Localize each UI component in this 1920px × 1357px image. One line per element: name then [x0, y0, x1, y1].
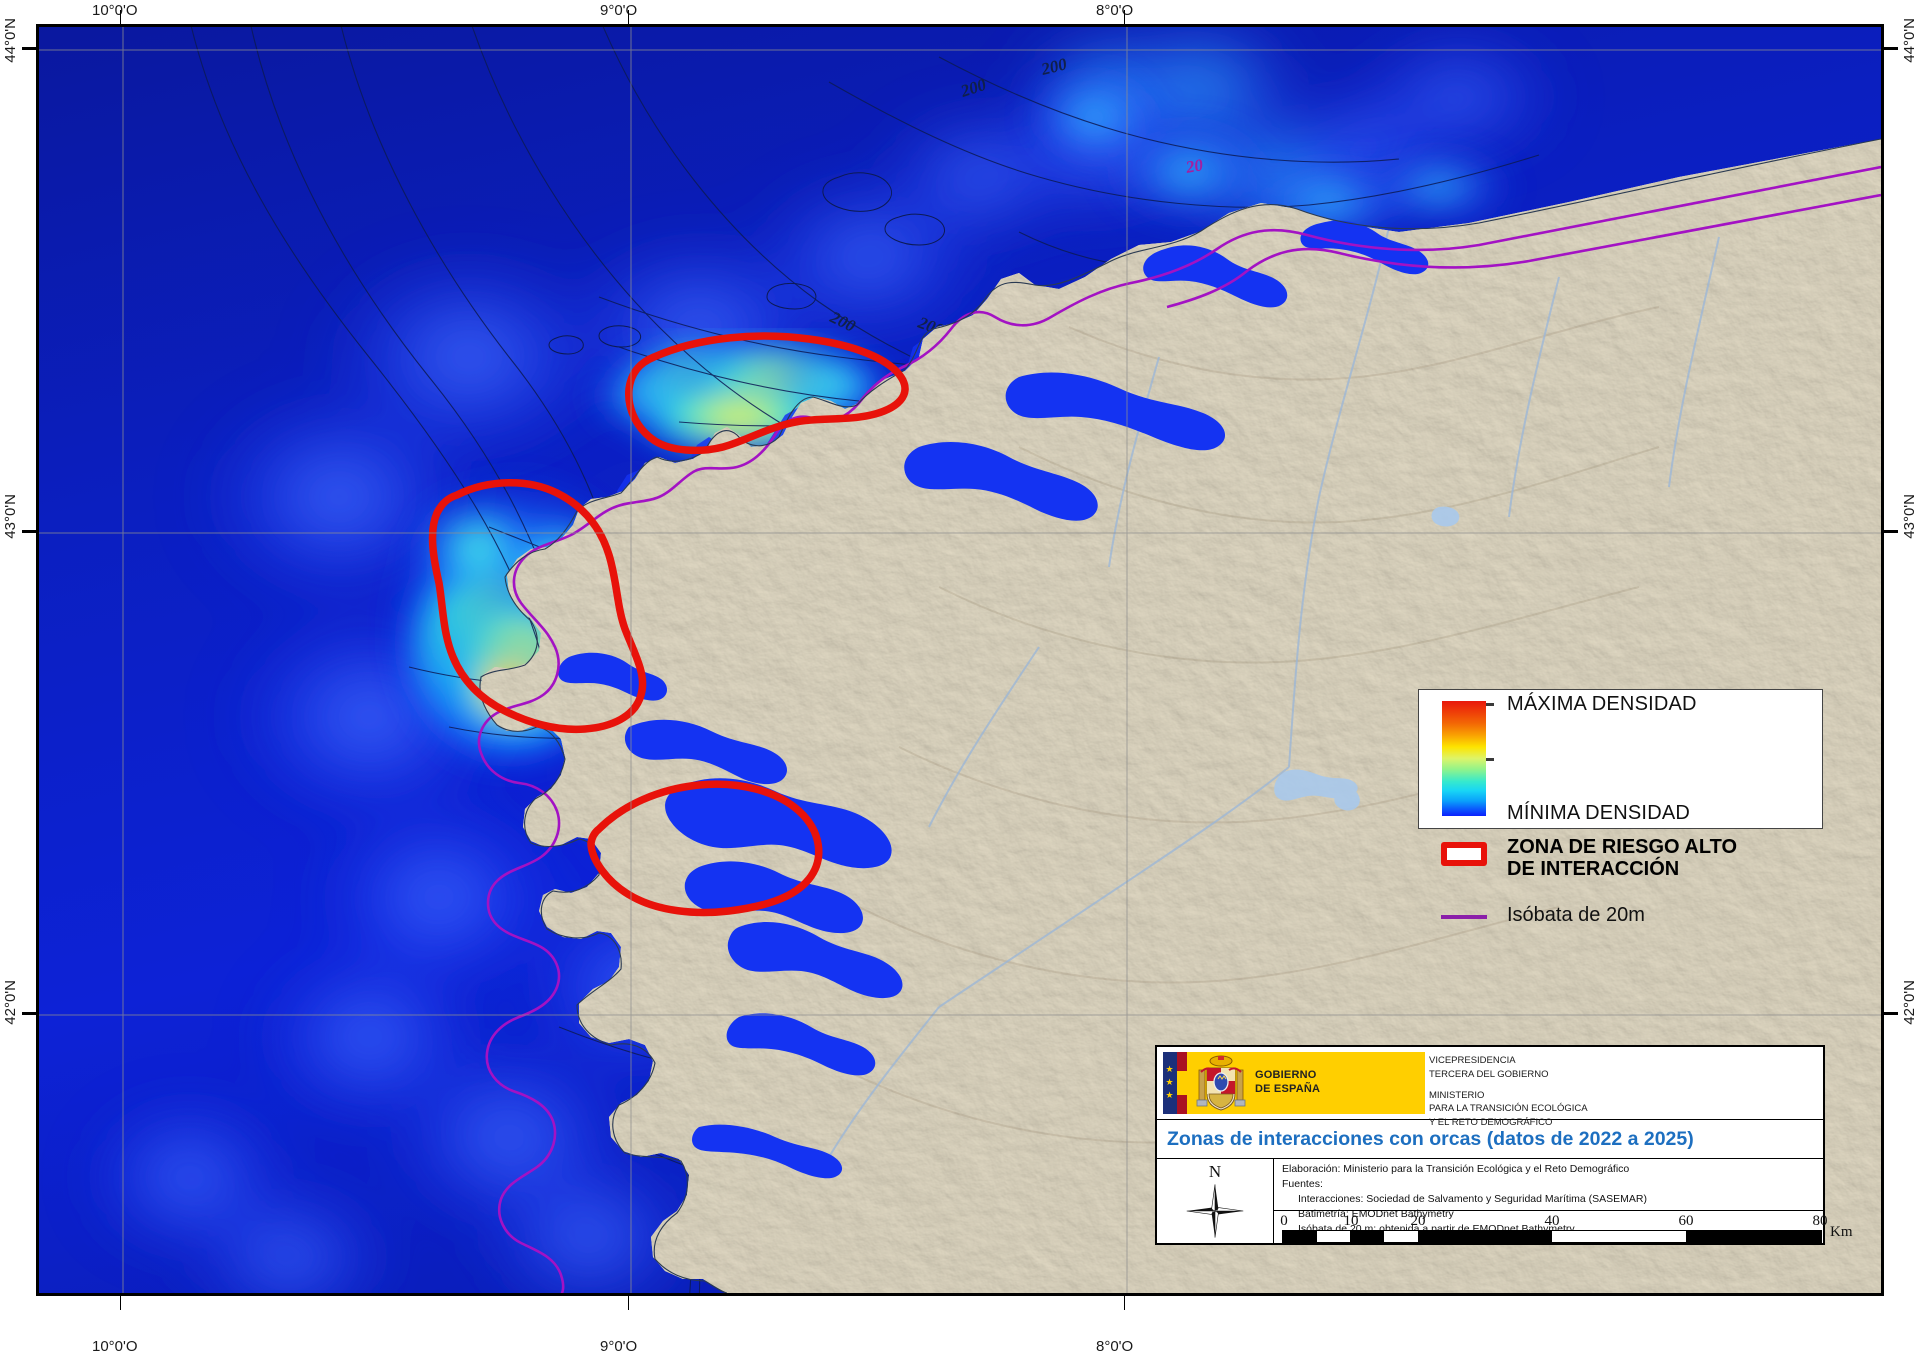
- lon-label-bottom-9: 9°0'O: [600, 1338, 638, 1355]
- scalebar-graphic: [1282, 1230, 1822, 1243]
- scale-tick-10: 10: [1343, 1213, 1359, 1229]
- legend-isobath-label: Isóbata de 20m: [1507, 904, 1645, 926]
- sources-line1: Elaboración: Ministerio para la Transici…: [1282, 1163, 1630, 1175]
- lat-label-left-44: 44°0'N: [2, 18, 19, 63]
- lat-label-left-42: 42°0'N: [2, 980, 19, 1025]
- scale-tick-60: 60: [1678, 1213, 1694, 1229]
- lat-label-right-44: 44°0'N: [1901, 18, 1918, 63]
- tick-left-42: [22, 1012, 36, 1015]
- risk-zone-swatch: [1441, 842, 1487, 866]
- inland-lakes: [1274, 506, 1460, 811]
- tick-right-43: [1884, 530, 1898, 533]
- tick-right-44: [1884, 47, 1898, 50]
- tick-left-44: [22, 47, 36, 50]
- tick-top-10: [120, 10, 121, 24]
- metadata-cell: Elaboración: Ministerio para la Transici…: [1274, 1159, 1853, 1245]
- map-viewport[interactable]: 200 200 200 200 20: [36, 24, 1884, 1296]
- graticule-lines: [39, 27, 1881, 1293]
- rivers: [828, 226, 1720, 1158]
- tick-bottom-9: [628, 1296, 629, 1310]
- lon-label-top-9: 9°0'O: [600, 2, 638, 19]
- ministry-line5: Y EL RETO DEMOGRÁFICO: [1429, 1117, 1553, 1129]
- lon-label-top-8: 8°0'O: [1096, 2, 1134, 19]
- scale-tick-20: 20: [1410, 1213, 1426, 1229]
- svg-text:20: 20: [1183, 155, 1205, 177]
- tick-bottom-10: [120, 1296, 121, 1310]
- bottom-row: N: [1157, 1159, 1853, 1245]
- legend-risk-line2: DE INTERACCIÓN: [1507, 858, 1680, 881]
- tick-right-42: [1884, 1012, 1898, 1015]
- compass-cell: N: [1157, 1159, 1274, 1245]
- density-color-ramp: [1442, 701, 1486, 816]
- legend-risk-label: ZONA DE RIESGO ALTO DE INTERACCIÓN: [1507, 836, 1737, 881]
- isobath-20m: [477, 165, 1881, 1293]
- density-legend: MÁXIMA DENSIDAD MÍNIMA DENSIDAD ZONA DE …: [1418, 689, 1823, 926]
- legend-risk-line1: ZONA DE RIESGO ALTO: [1507, 836, 1738, 858]
- ramp-tick-mid: [1486, 758, 1494, 761]
- lon-label-bottom-8: 8°0'O: [1096, 1338, 1134, 1355]
- scale-tick-0: 0: [1280, 1213, 1288, 1229]
- ministry-line1: VICEPRESIDENCIA: [1429, 1055, 1516, 1066]
- legend-max-label: MÁXIMA DENSIDAD: [1507, 693, 1697, 715]
- tick-top-8: [1124, 10, 1125, 24]
- legend-min-label: MÍNIMA DENSIDAD: [1507, 802, 1691, 824]
- scalebar: 0 10 20 40 60 80 Km: [1274, 1210, 1853, 1243]
- tick-bottom-8: [1124, 1296, 1125, 1310]
- ministry-line3: MINISTERIO: [1429, 1089, 1485, 1101]
- scale-tick-40: 40: [1544, 1213, 1560, 1229]
- scale-tick-80: 80: [1812, 1213, 1828, 1229]
- lon-label-top-10: 10°0'O: [92, 2, 138, 19]
- government-crest: ★ ★ ★: [1163, 1052, 1425, 1114]
- title-row: Zonas de interacciones con orcas (datos …: [1157, 1120, 1823, 1159]
- crest-row: ★ ★ ★: [1157, 1047, 1823, 1128]
- gobierno-line2: DE ESPAÑA: [1255, 1083, 1321, 1095]
- sources-line3: Interacciones: Sociedad de Salvamento y …: [1298, 1192, 1647, 1205]
- lat-label-left-43: 43°0'N: [2, 494, 19, 539]
- sources-line2: Fuentes:: [1282, 1177, 1323, 1190]
- coat-of-arms-icon: [1193, 1054, 1249, 1112]
- high-risk-zones: [428, 332, 909, 917]
- ministry-line4: PARA LA TRANSICIÓN ECOLÓGICA: [1429, 1103, 1588, 1115]
- spain-flag-bar: ★ ★ ★: [1163, 1052, 1187, 1114]
- ministry-text: VICEPRESIDENCIA TERCERA DEL GOBIERNO MIN…: [1429, 1054, 1679, 1130]
- gobierno-line1: GOBIERNO: [1255, 1069, 1317, 1082]
- gobierno-text: GOBIERNO DE ESPAÑA: [1255, 1069, 1320, 1097]
- info-panel: ★ ★ ★: [1155, 1045, 1853, 1245]
- lat-label-right-42: 42°0'N: [1901, 980, 1918, 1025]
- scalebar-unit: Km: [1830, 1224, 1853, 1240]
- north-arrow-icon: [1182, 1181, 1248, 1246]
- coastline: [479, 138, 1881, 1293]
- tick-left-43: [22, 530, 36, 533]
- map-title: Zonas de interacciones con orcas (datos …: [1167, 1127, 1694, 1150]
- lat-label-right-43: 43°0'N: [1901, 494, 1918, 539]
- ramp-tick-max: [1486, 703, 1494, 706]
- north-letter: N: [1208, 1162, 1222, 1181]
- isobath-swatch: [1441, 915, 1487, 919]
- map-graphic: 200 200 200 200 20: [39, 27, 1881, 1293]
- tick-top-9: [628, 10, 629, 24]
- lon-label-bottom-10: 10°0'O: [92, 1338, 138, 1355]
- scalebar-ticks: 0 10 20 40 60 80: [1274, 1213, 1827, 1230]
- ministry-line2: TERCERA DEL GOBIERNO: [1429, 1068, 1549, 1080]
